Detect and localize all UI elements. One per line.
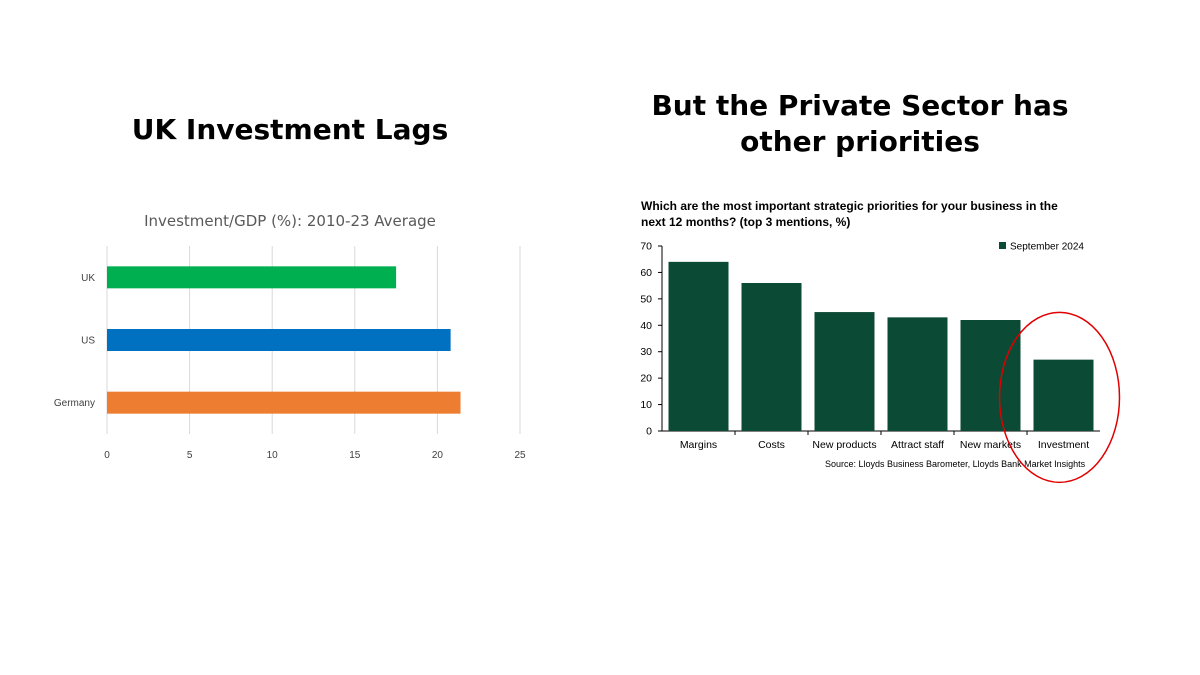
bar-germany — [107, 391, 461, 414]
x-tick-label-25: 25 — [514, 450, 526, 461]
y-tick-label-10: 10 — [640, 399, 652, 411]
y-tick-label-50: 50 — [640, 293, 652, 305]
y-tick-label-us: US — [81, 336, 95, 347]
bar-costs — [741, 283, 802, 431]
strategic-priorities-question-line-2: next 12 months? (top 3 mentions, %) — [641, 215, 850, 229]
x-tick-label-attract-staff: Attract staff — [891, 439, 944, 451]
strategic-priorities-chart: Which are the most important strategic p… — [640, 199, 1121, 484]
right-heading-line-2: other priorities — [740, 125, 980, 158]
bar-uk — [107, 266, 397, 289]
x-tick-label-costs: Costs — [758, 439, 785, 451]
investment-highlight-circle — [998, 311, 1121, 484]
bar-attract-staff — [887, 317, 948, 431]
y-tick-label-germany: Germany — [54, 398, 95, 409]
y-tick-label-0: 0 — [646, 426, 652, 438]
right-heading: But the Private Sector has other priorit… — [620, 88, 1100, 160]
investment-gdp-chart-title: Investment/GDP (%): 2010-23 Average — [144, 212, 436, 230]
investment-gdp-chart: Investment/GDP (%): 2010-23 Average UK US… — [54, 212, 526, 461]
x-tick-label-20: 20 — [432, 450, 444, 461]
y-tick-label-60: 60 — [640, 267, 652, 279]
x-tick-label-new-products: New products — [812, 439, 876, 451]
x-tick-label-0: 0 — [104, 450, 110, 461]
strategic-priorities-question-line-1: Which are the most important strategic p… — [641, 199, 1058, 213]
y-tick-label-uk: UK — [81, 273, 95, 284]
left-heading: UK Investment Lags — [131, 113, 449, 146]
x-tick-label-10: 10 — [267, 450, 279, 461]
y-tick-label-40: 40 — [640, 320, 652, 332]
chart-source-note: Source: Lloyds Business Barometer, Lloyd… — [825, 459, 1086, 469]
x-tick-label-15: 15 — [349, 450, 361, 461]
bar-margins — [668, 261, 729, 431]
x-tick-label-new-markets: New markets — [960, 439, 1021, 451]
bar-new-markets — [960, 320, 1021, 431]
x-tick-label-margins: Margins — [680, 439, 717, 451]
legend-swatch-september-2024 — [999, 242, 1006, 249]
right-heading-line-1: But the Private Sector has — [651, 89, 1069, 122]
y-tick-label-70: 70 — [640, 241, 652, 253]
x-tick-label-5: 5 — [187, 450, 193, 461]
bar-investment — [1033, 359, 1094, 431]
y-tick-label-20: 20 — [640, 373, 652, 385]
legend-label-september-2024: September 2024 — [1010, 242, 1084, 253]
x-tick-label-investment: Investment — [1038, 439, 1089, 451]
bar-new-products — [814, 312, 875, 431]
y-tick-label-30: 30 — [640, 346, 652, 358]
bar-us — [107, 329, 451, 351]
